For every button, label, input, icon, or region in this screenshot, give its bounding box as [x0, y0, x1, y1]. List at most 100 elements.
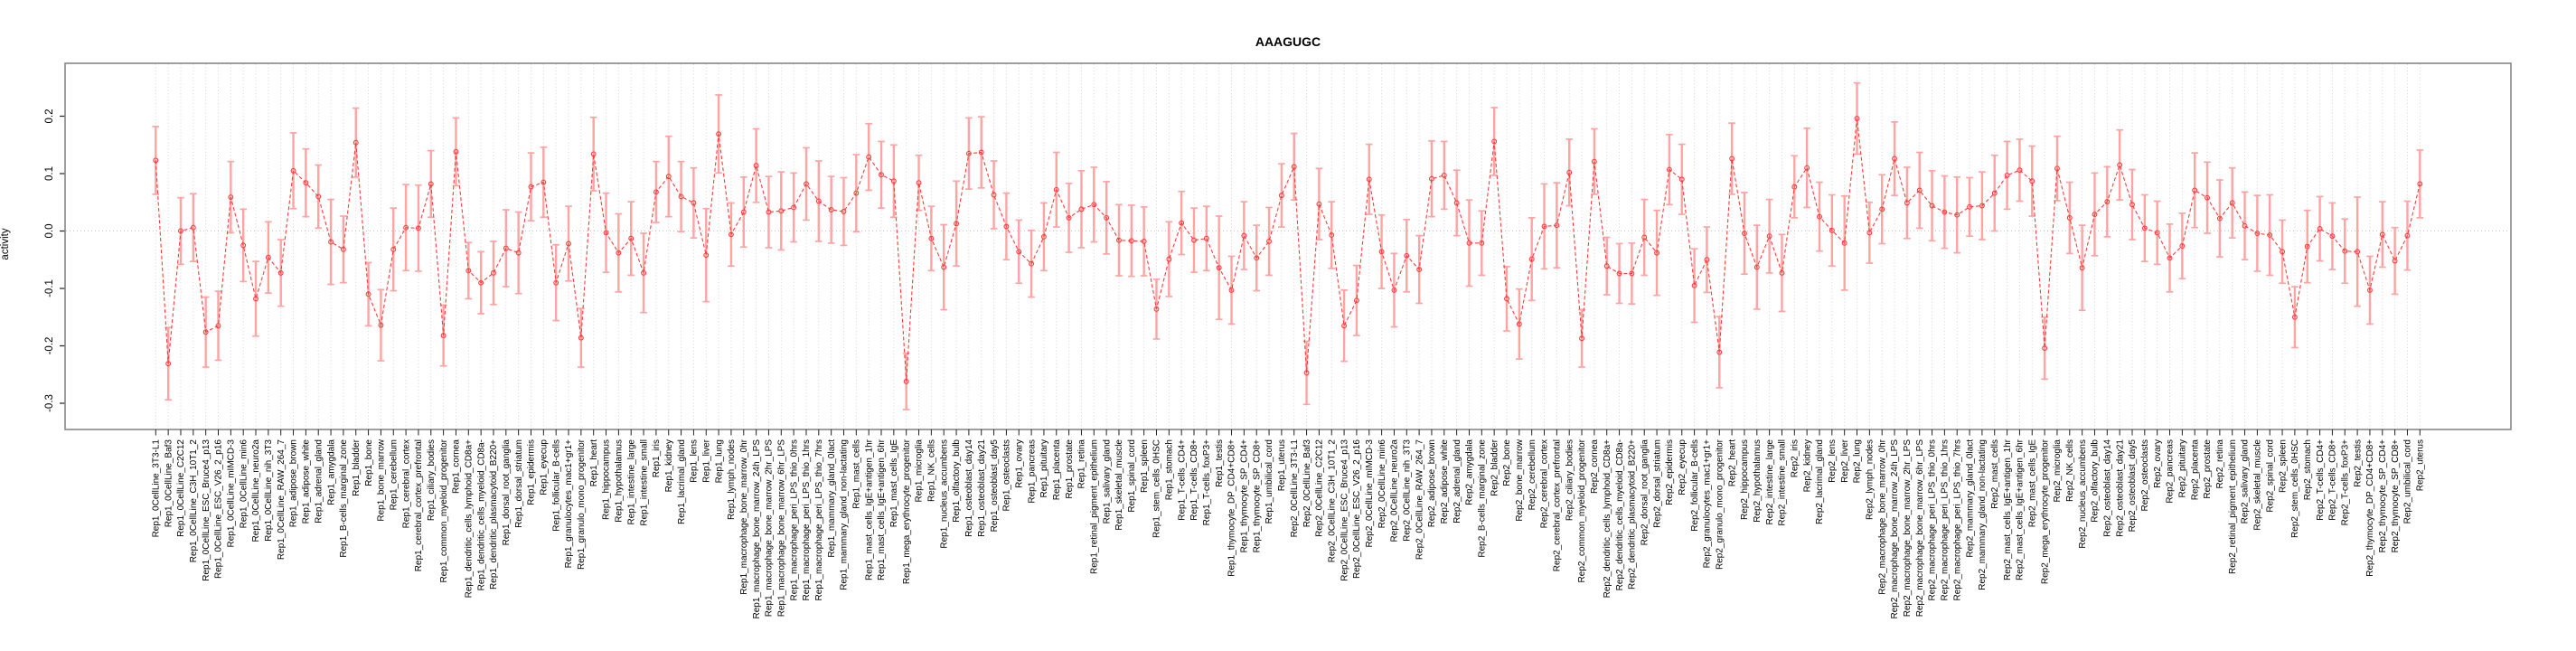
data-point	[2291, 314, 2298, 320]
x-axis-label: Rep2_heart	[1727, 439, 1737, 486]
data-point	[1091, 202, 1097, 208]
data-point	[1266, 238, 1272, 244]
x-axis-label: Rep2_0CellLine_mIMCD-3	[1365, 439, 1375, 548]
x-axis-label: Rep1_eyecup	[540, 439, 550, 495]
x-axis-label: Rep1_bone	[364, 439, 374, 486]
x-axis-label: Rep2_adipose_brown	[1427, 439, 1437, 527]
data-point	[1666, 166, 1672, 173]
x-axis-label: Rep1_macrophage_peri_LPS_thio_1hrs	[802, 439, 812, 600]
data-point	[190, 224, 196, 231]
data-point	[566, 241, 571, 247]
data-point	[1066, 214, 1072, 221]
plot-area	[65, 63, 2511, 429]
data-point	[290, 167, 296, 174]
data-point	[365, 291, 371, 297]
data-point	[691, 200, 697, 206]
data-point	[165, 361, 172, 367]
x-axis-label: Rep1_pituitary	[1039, 439, 1049, 497]
data-point	[1466, 240, 1472, 246]
x-axis-label: Rep2_thymocyte_SP_CD4+	[2378, 439, 2388, 553]
data-point	[2117, 162, 2123, 168]
data-point	[616, 250, 622, 256]
data-point	[2192, 187, 2198, 193]
x-axis-label: Rep2_umbilical_cord	[2403, 439, 2413, 524]
x-axis-label: Rep1_liver	[701, 439, 711, 482]
x-axis-label: Rep1_ovary	[1014, 439, 1024, 488]
data-point	[1941, 209, 1948, 215]
y-axis-tick-label: 0.0	[44, 224, 55, 239]
data-point	[641, 269, 647, 276]
data-point	[328, 239, 334, 245]
x-axis-label: Rep1_0CellLine_Baf3	[164, 439, 174, 528]
x-axis-label: Rep2_eyecup	[1678, 439, 1688, 495]
data-point	[2079, 265, 2085, 271]
x-axis-label: Rep2_B-cells_marginal_zone	[1478, 439, 1488, 558]
x-axis-label: Rep1_0CellLine_3T3-L1	[152, 439, 162, 538]
data-point	[1591, 158, 1597, 165]
x-axis-label: Rep1_macrophage_bone_marrow_2hr_LPS	[765, 439, 775, 618]
x-axis-label: Rep2_testis	[2353, 439, 2363, 487]
x-axis-label: Rep2_T-cells_CD4+	[2316, 439, 2326, 521]
x-axis-label: Rep1_cerebral_cortex	[401, 439, 411, 528]
x-axis-label: Rep1_nucleus_accumbens	[939, 439, 949, 549]
x-axis-label: Rep2_placenta	[2190, 439, 2200, 501]
data-point	[1429, 175, 1434, 182]
x-axis-label: Rep2_mammary_gland_0lact	[1965, 439, 1975, 558]
x-axis-label: Rep2_granulocytes_mac1+gr1+	[1703, 439, 1713, 568]
x-axis-label: Rep1_dorsal_root_ganglia	[502, 439, 512, 546]
x-axis-label: Rep1_adipose_brown	[289, 439, 299, 527]
data-point	[478, 279, 484, 286]
x-axis-label: Rep2_macrophage_bone_marrow_24h_LPS	[1890, 439, 1900, 619]
data-point	[841, 208, 847, 214]
y-axis-tick-label: -0.2	[44, 337, 55, 355]
x-axis-label: Rep2_adrenal_gland	[1453, 439, 1462, 524]
x-axis-label: Rep1_amygdala	[326, 439, 336, 505]
x-axis-label: Rep1_retinal_pigment_epithelium	[1089, 439, 1099, 574]
data-point	[340, 246, 346, 252]
data-point	[678, 193, 684, 200]
x-axis-label: Rep2_hypothalamus	[1753, 439, 1763, 523]
chart-title: AAAGUGC	[1255, 34, 1321, 49]
data-point	[378, 322, 384, 328]
x-axis-label: Rep1_T-cells_CD4+	[1177, 439, 1187, 521]
data-point	[253, 296, 259, 302]
data-point	[1416, 267, 1423, 272]
x-axis-label: Rep2_thymocyte_DP_CD4+CD8+	[2365, 439, 2375, 577]
x-axis-label: Rep2_lung	[1853, 439, 1863, 483]
data-point	[503, 245, 509, 251]
x-axis-label: Rep1_osteoblast_day21	[977, 439, 987, 537]
data-point	[628, 235, 635, 241]
data-point	[1704, 257, 1710, 263]
data-point	[804, 181, 809, 187]
x-axis-label: Rep2_0CellLine_C3H_10T1_2	[1327, 439, 1337, 563]
x-axis-label: Rep1_0CellLine_C3H_10T1_2	[189, 439, 199, 563]
x-axis-label: Rep1_granulo_mono_progenitor	[577, 439, 587, 570]
x-axis-label: Rep2_retina	[2215, 439, 2225, 489]
x-axis-label: Rep2_macrophage_bone_marrow_6hr_LPS	[1915, 439, 1925, 618]
x-axis-label: Rep2_0CellLine_Baf3	[1302, 439, 1312, 528]
x-axis-label: Rep2_pancreas	[2166, 439, 2176, 504]
data-point	[879, 172, 884, 178]
data-point	[491, 269, 496, 276]
x-axis-label: Rep2_mega_erythrocyte_progenitor	[2040, 439, 2050, 584]
data-point	[228, 194, 234, 200]
data-point	[916, 180, 922, 186]
data-point	[2379, 231, 2385, 238]
data-point	[2042, 345, 2048, 351]
data-point	[528, 184, 534, 190]
x-axis-label: Rep2_cerebellum	[1528, 439, 1537, 510]
data-point	[240, 242, 247, 249]
data-point	[265, 254, 271, 260]
data-point	[1303, 370, 1310, 376]
x-axis-label: Rep1_dendritic_plasmacytoid_B220+	[489, 439, 499, 590]
data-point	[277, 269, 284, 276]
x-axis-label: Rep2_NK_cells	[2065, 439, 2075, 502]
x-axis-label: Rep1_testis	[1215, 439, 1225, 487]
data-point	[1166, 256, 1172, 262]
x-axis-label: Rep1_common_myeloid_progenitor	[439, 439, 449, 582]
x-axis-label: Rep1_spinal_cord	[1127, 439, 1137, 513]
data-point	[2092, 212, 2098, 218]
x-axis-label: Rep1_B-cells_marginal_zone	[339, 439, 349, 558]
x-axis-label: Rep1_0CellLine_neuro2a	[251, 439, 261, 542]
